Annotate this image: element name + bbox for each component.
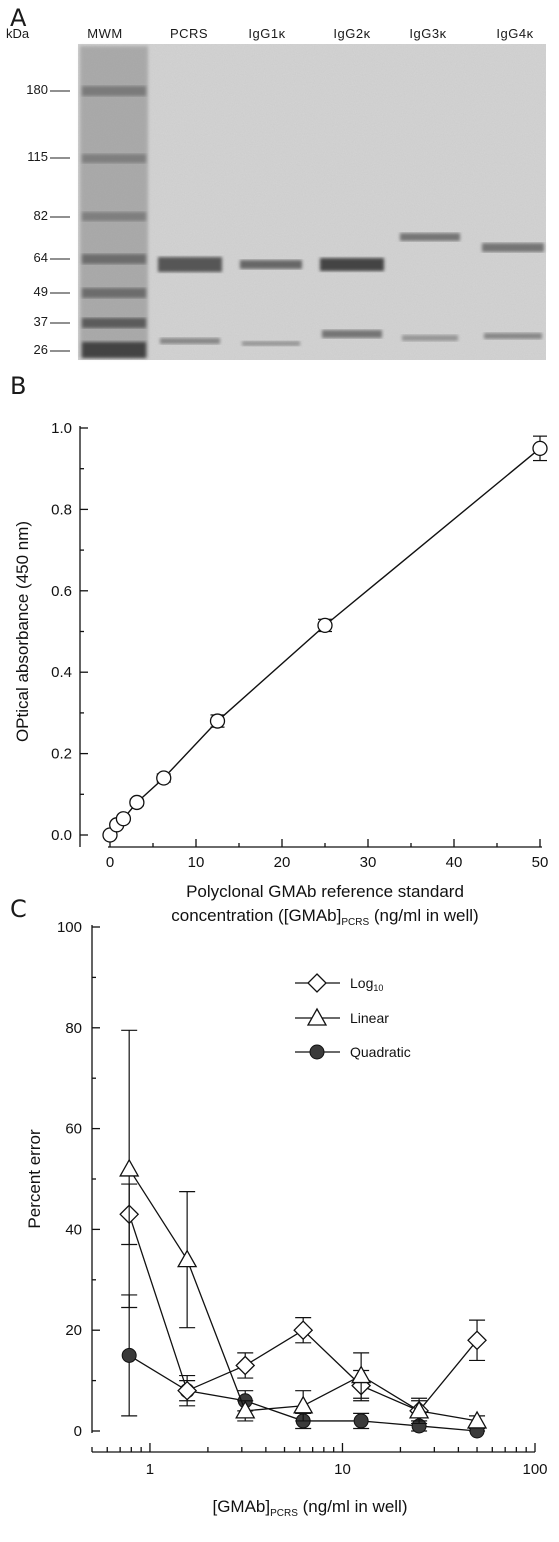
chart-b-y-tick-label: 0.8 [51, 501, 72, 518]
chart-b-x-tick-label: 10 [188, 854, 205, 871]
marker-180: 180 [26, 82, 48, 97]
chart-c-series-0 [119, 1183, 487, 1422]
chart-c-series-line [128, 1214, 478, 1412]
gel-kda-label: kDa [6, 26, 30, 41]
chart-c-legend-label: Linear [350, 1010, 389, 1026]
chart-b-x-tick-label: 30 [360, 854, 377, 871]
chart-c-series-line [128, 1168, 478, 1422]
lane-label-igg1: IgG1κ [248, 26, 286, 41]
chart-c-data-point [353, 1413, 369, 1429]
chart-c-y-tick-label: 80 [65, 1020, 82, 1037]
chart-c-y-tick-label: 20 [65, 1322, 82, 1339]
chart-b-y-tick-label: 0.2 [51, 746, 72, 763]
chart-b-x-axis-label-line2: concentration ([GMAb]PCRS (ng/ml in well… [171, 906, 478, 928]
chart-b-y-tick-label: 1.0 [51, 420, 72, 437]
marker-26: 26 [33, 342, 48, 357]
marker-37: 37 [33, 314, 48, 329]
chart-c-legend-label: Quadratic [350, 1044, 411, 1060]
chart-c-data-point [235, 1355, 256, 1376]
chart-c-x-tick-label: 10 [334, 1461, 351, 1478]
chart-c-data-point [119, 1158, 140, 1177]
panel-a-letter: A [10, 4, 27, 32]
chart-b-data-point [156, 770, 172, 786]
chart-c-x-tick-label: 1 [146, 1461, 154, 1478]
chart-c-legend-label-sub: 10 [373, 983, 383, 993]
chart-c-data-point [466, 1410, 488, 1429]
chart-b-y-axis-label: OPtical absorbance (450 nm) [13, 521, 32, 742]
chart-b-series-line [109, 447, 541, 836]
chart-b-data-point [129, 794, 145, 811]
chart-c-x-axis-label: [GMAb]PCRS (ng/ml in well) [212, 1497, 407, 1519]
chart-c-series-1 [119, 1029, 488, 1429]
chart-c-axes [91, 925, 536, 1453]
lane-label-igg4: IgG4κ [496, 26, 534, 41]
chart-b-x-label-sub: PCRS [341, 917, 369, 928]
chart-c-y-tick-label: 100 [57, 919, 82, 936]
marker-115: 115 [27, 149, 48, 164]
chart-c-x-label-prefix: [GMAb] [212, 1497, 270, 1516]
chart-b-x-axis-label-line1: Polyclonal GMAb reference standard [186, 882, 464, 901]
chart-b-y-tick-label: 0.4 [51, 664, 72, 681]
chart-c-x-label-sub: PCRS [270, 1508, 298, 1519]
chart-c-y-tick-label: 60 [65, 1121, 82, 1138]
lane-label-igg2: IgG2κ [333, 26, 371, 41]
lane-label-mwm: MWM [87, 26, 123, 41]
chart-c-legend-label-main: Log [350, 975, 373, 991]
chart-b-axes [79, 426, 542, 848]
gel-sample-bands [158, 233, 544, 346]
chart-b-x-tick-label: 0 [106, 854, 114, 871]
chart-b-x-label-prefix: concentration ([GMAb] [171, 906, 341, 925]
chart-c-legend-marker [306, 1007, 328, 1026]
chart-b-x-tick-label: 50 [532, 854, 549, 871]
chart-c-x-tick-label: 100 [522, 1461, 547, 1478]
chart-b-plot: 0.0 0.2 0.4 0.6 0.8 1.0 0 10 20 30 40 50 OPtical abs… [13, 420, 549, 928]
chart-b-data-point [115, 811, 132, 827]
lane-label-igg3: IgG3κ [409, 26, 447, 41]
chart-c-data-point [293, 1395, 314, 1414]
panel-b-letter: B [10, 372, 27, 400]
chart-c-legend-label: Log10 [350, 975, 383, 993]
chart-c-legend-item: Quadratic [295, 1044, 411, 1060]
marker-49: 49 [33, 284, 48, 299]
chart-c-y-axis-label: Percent error [25, 1129, 44, 1229]
chart-b-y-tick-label: 0.0 [51, 827, 72, 844]
chart-c-legend-marker [307, 973, 327, 993]
chart-c-data-point [351, 1365, 372, 1384]
chart-c-data-point [177, 1249, 198, 1268]
chart-b-data-point [532, 440, 548, 456]
chart-c-x-label-suffix: (ng/ml in well) [298, 1497, 408, 1516]
chart-c-data-point [467, 1330, 487, 1351]
chart-c-legend: Log10 Linear Quadratic [295, 973, 411, 1060]
chart-b-data-point [317, 617, 333, 634]
gel-image [50, 44, 546, 360]
gel-lane-mwm [80, 46, 148, 358]
chart-b-x-label-suffix: (ng/ml in well) [369, 906, 479, 925]
chart-b-x-tick-label: 20 [274, 854, 291, 871]
marker-64: 64 [33, 250, 48, 265]
chart-b-y-tick-label: 0.6 [51, 583, 72, 600]
chart-c-legend-marker [309, 1044, 325, 1060]
chart-b-x-tick-label: 40 [446, 854, 463, 871]
chart-b-data-point [209, 713, 226, 729]
chart-c-data-point [408, 1400, 430, 1419]
chart-c-y-tick-label: 40 [65, 1221, 82, 1238]
chart-c-data-point [177, 1380, 198, 1401]
gel-marker-ticks [50, 90, 70, 352]
chart-c-data-point [121, 1347, 137, 1363]
chart-c-y-tick-label: 0 [74, 1423, 82, 1440]
chart-c-legend-item: Linear [295, 1007, 389, 1026]
chart-c-legend-item: Log10 [295, 973, 383, 993]
chart-c-data-point [235, 1400, 256, 1419]
chart-c-data-point [293, 1320, 314, 1341]
panel-c-letter: C [10, 895, 27, 923]
lane-label-pcrs: PCRS [169, 26, 209, 41]
marker-82: 82 [33, 208, 48, 223]
